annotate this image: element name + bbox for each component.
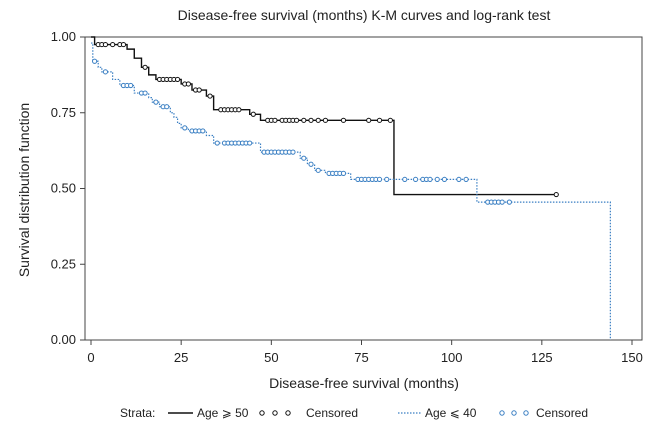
censored-marker xyxy=(182,125,188,131)
censored-marker xyxy=(402,176,408,183)
censored-marker xyxy=(301,155,307,161)
censored-marker xyxy=(553,191,559,198)
censored-marker xyxy=(366,117,372,123)
censored-marker xyxy=(293,117,300,123)
censored-marker xyxy=(427,176,433,183)
censored-marker xyxy=(376,176,383,183)
y-tick-label: 0.50 xyxy=(51,181,76,196)
censored-marker xyxy=(463,176,469,183)
legend-prefix: Strata: xyxy=(120,406,155,420)
y-axis: 0.00 0.25 0.50 0.75 1.00 xyxy=(51,29,85,347)
censored-marker xyxy=(315,167,321,173)
censored-marker xyxy=(413,176,419,183)
censored-marker xyxy=(272,117,278,123)
legend-censored-marker xyxy=(272,410,278,416)
y-axis-label: Survival distribution function xyxy=(16,103,32,277)
censored-marker xyxy=(441,176,448,183)
legend-label-censored-1: Censored xyxy=(306,406,358,420)
censored-marker xyxy=(456,176,462,183)
censored-marker xyxy=(236,107,242,113)
x-tick-label: 100 xyxy=(441,350,463,365)
x-tick-label: 25 xyxy=(174,350,188,365)
censored-marker xyxy=(164,104,170,110)
x-axis: 0 25 50 75 100 125 150 xyxy=(87,340,643,365)
legend-censored-marker xyxy=(259,410,265,416)
x-tick-label: 50 xyxy=(264,350,278,365)
censored-marker xyxy=(207,93,213,99)
censored-marker xyxy=(110,41,116,48)
censored-marker xyxy=(506,199,512,205)
censored-marker xyxy=(499,199,505,205)
censored-marker xyxy=(384,176,390,183)
censored-marker xyxy=(340,117,347,123)
censored-marker xyxy=(247,140,253,146)
y-tick-label: 0.25 xyxy=(51,256,76,271)
censored-marker xyxy=(185,81,191,87)
censored-marker xyxy=(196,87,202,93)
series-age40 xyxy=(91,42,611,340)
series-age50 xyxy=(91,36,559,198)
censored-marker xyxy=(128,82,134,89)
legend-label-censored-2: Censored xyxy=(536,406,588,420)
x-tick-label: 125 xyxy=(531,350,553,365)
km-step-line xyxy=(91,36,557,196)
legend-label-age50: Age ⩾ 50 xyxy=(197,406,249,420)
censored-marker xyxy=(315,117,321,123)
censored-marker xyxy=(322,117,329,123)
censored-marker xyxy=(434,176,440,183)
censored-marker xyxy=(376,117,383,123)
censored-marker xyxy=(290,149,296,155)
censored-marker xyxy=(102,41,109,48)
series-layer xyxy=(91,36,611,340)
legend-censored-marker xyxy=(511,410,517,416)
plot-frame xyxy=(84,36,643,341)
censored-marker xyxy=(340,170,347,176)
legend: Strata: Age ⩾ 50 Censored Age ⩽ 40 Censo… xyxy=(120,406,588,420)
legend-censored-marker xyxy=(523,410,529,416)
censored-marker xyxy=(120,41,127,48)
censored-marker xyxy=(308,117,314,123)
censored-marker xyxy=(301,117,307,123)
x-axis-label: Disease-free survival (months) xyxy=(269,375,459,391)
censored-marker xyxy=(387,117,393,123)
legend-censored-markers-age40 xyxy=(499,410,529,416)
legend-censored-marker xyxy=(285,410,291,416)
censored-marker xyxy=(308,161,314,167)
legend-censored-marker xyxy=(499,410,505,416)
y-tick-label: 0.00 xyxy=(51,332,76,347)
censored-marker xyxy=(174,76,181,83)
censored-marker xyxy=(142,90,148,96)
censored-marker xyxy=(92,58,98,64)
censored-marker xyxy=(214,140,220,146)
legend-censored-markers-age50 xyxy=(259,410,291,416)
x-tick-label: 0 xyxy=(87,350,94,365)
legend-label-age40: Age ⩽ 40 xyxy=(425,406,477,420)
x-tick-label: 75 xyxy=(354,350,368,365)
censored-marker xyxy=(200,128,206,134)
y-tick-label: 0.75 xyxy=(51,105,76,120)
censored-marker xyxy=(102,69,109,75)
censored-marker xyxy=(142,64,148,70)
x-tick-label: 150 xyxy=(621,350,643,365)
censored-marker xyxy=(153,99,159,105)
km-step-line xyxy=(91,42,611,340)
chart-title: Disease-free survival (months) K-M curve… xyxy=(178,7,551,23)
y-tick-label: 1.00 xyxy=(51,29,76,44)
censored-marker xyxy=(250,111,256,117)
